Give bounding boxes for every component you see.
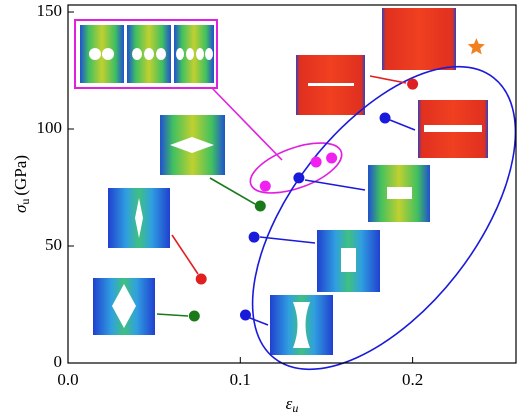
y-tick-label: 150 (37, 1, 63, 20)
point (407, 78, 419, 90)
point (239, 309, 251, 321)
star-point (467, 38, 485, 55)
x-tick-label: 0.0 (57, 370, 78, 389)
y-label-unit: (GPa) (11, 155, 30, 196)
point (248, 231, 260, 243)
point (293, 172, 305, 184)
x-tick-label: 0.2 (402, 370, 423, 389)
point (188, 310, 200, 322)
point (326, 152, 338, 164)
point (254, 200, 266, 212)
y-tick-label: 100 (37, 118, 63, 137)
point (310, 156, 322, 168)
x-label-symbol: ε (286, 394, 293, 413)
y-tick-label: 0 (54, 352, 63, 371)
point (379, 112, 391, 124)
y-label-subscript: u (18, 199, 32, 205)
plot-frame (67, 4, 517, 364)
x-tick-label: 0.1 (230, 370, 251, 389)
y-axis-label: σu (GPa) (11, 155, 32, 213)
point (259, 180, 271, 192)
x-axis-label: εu (286, 394, 299, 415)
y-tick-label: 50 (45, 235, 62, 254)
y-label-symbol: σ (11, 204, 30, 213)
x-label-subscript: u (292, 401, 298, 415)
point (195, 273, 207, 285)
insets (74, 8, 488, 355)
